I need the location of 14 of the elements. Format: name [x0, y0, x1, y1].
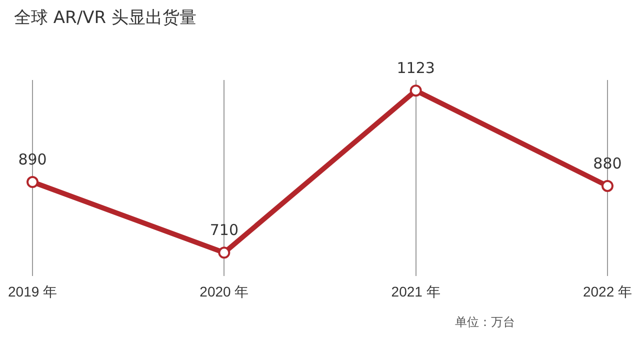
text: 单位：万台: [455, 314, 515, 331]
data-label: 710: [210, 221, 238, 240]
point: [601, 180, 614, 192]
point: [26, 176, 39, 188]
data-label: 1123: [396, 58, 435, 77]
chart-title: 全球 AR/VR 头显出货量: [14, 7, 196, 29]
data-label: 890: [18, 150, 47, 168]
x-tick-label: 2020 年: [200, 283, 249, 300]
point: [410, 84, 422, 97]
point: [218, 246, 230, 259]
x-tick-label: 2022 年: [582, 283, 632, 300]
data-label: 880: [593, 154, 622, 172]
x-tick-label: 2019 年: [8, 283, 58, 300]
x-tick-label: 2021 年: [391, 283, 440, 300]
